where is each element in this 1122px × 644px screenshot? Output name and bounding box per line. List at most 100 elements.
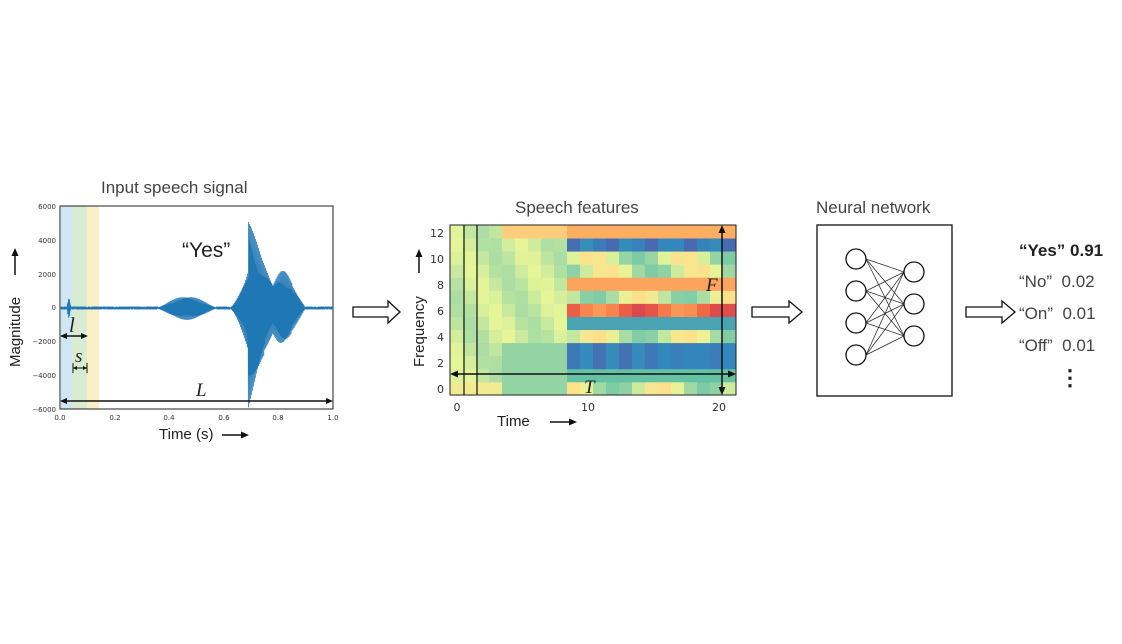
heatmap-cell bbox=[723, 290, 737, 304]
heatmap-cell bbox=[489, 277, 503, 291]
input-node bbox=[845, 344, 867, 366]
heatmap-cell bbox=[489, 329, 503, 344]
heatmap-cell bbox=[541, 303, 555, 317]
heatmap-cell bbox=[671, 225, 685, 239]
heatmap-cell bbox=[463, 316, 477, 331]
heatmap-cell bbox=[528, 368, 542, 383]
signal-length-dimension bbox=[60, 398, 333, 404]
heatmap-cell bbox=[619, 329, 633, 344]
heatmap-cell bbox=[697, 303, 711, 317]
heatmap-cell bbox=[580, 251, 594, 265]
network-edge bbox=[865, 258, 905, 273]
heatmap-cell bbox=[619, 368, 633, 383]
heatmap-cell bbox=[567, 225, 581, 239]
heatmap-cell bbox=[723, 264, 737, 278]
word-label: “Yes” bbox=[182, 239, 230, 262]
network-edge bbox=[865, 271, 905, 292]
heatmap-cell bbox=[567, 303, 581, 317]
heatmap-cell bbox=[645, 342, 659, 357]
heatmap-cell bbox=[632, 238, 646, 252]
heatmap-cell bbox=[580, 264, 594, 278]
heatmap-cell bbox=[697, 264, 711, 278]
heatmap-cell bbox=[450, 355, 464, 370]
heatmap-cell bbox=[515, 329, 529, 344]
heatmap-cell bbox=[645, 355, 659, 370]
ytick-12: 12 bbox=[430, 227, 444, 240]
heatmap-cell bbox=[593, 290, 607, 304]
heatmap-cell bbox=[658, 381, 672, 396]
heatmap-cell bbox=[710, 264, 724, 278]
heatmap-cell bbox=[463, 251, 477, 265]
heatmap-cell bbox=[593, 316, 607, 331]
heatmap-cell bbox=[541, 238, 555, 252]
xtick-0.4: 0.4 bbox=[163, 414, 175, 422]
network-edge bbox=[865, 303, 905, 356]
output-score: 0.01 bbox=[1062, 336, 1096, 355]
heatmap-cell bbox=[476, 225, 490, 239]
heatmap-cell bbox=[697, 277, 711, 291]
heatmap-cell bbox=[476, 303, 490, 317]
network-frame bbox=[816, 224, 953, 397]
heatmap-cell bbox=[541, 264, 555, 278]
heatmap-cell bbox=[619, 277, 633, 291]
heatmap-cell bbox=[580, 225, 594, 239]
heatmap-cell bbox=[684, 368, 698, 383]
heatmap-cell bbox=[684, 381, 698, 396]
heatmap-cell bbox=[502, 251, 516, 265]
heatmap-cell bbox=[684, 290, 698, 304]
output-node bbox=[903, 325, 925, 347]
input-node bbox=[845, 248, 867, 270]
heatmap-cell bbox=[463, 264, 477, 278]
network-edge bbox=[865, 335, 905, 356]
network-edge bbox=[865, 271, 905, 324]
heatmap-cell bbox=[528, 303, 542, 317]
heatmap-cell bbox=[697, 368, 711, 383]
ytick-8: 8 bbox=[437, 279, 444, 292]
heatmap-cell bbox=[541, 381, 555, 396]
heatmap-cell bbox=[671, 251, 685, 265]
heatmap-cell bbox=[515, 303, 529, 317]
heatmap-cell bbox=[450, 316, 464, 331]
heatmap-cell bbox=[632, 342, 646, 357]
ytick-4: 4 bbox=[437, 331, 444, 344]
heatmap-cell bbox=[541, 225, 555, 239]
xtick-0: 0 bbox=[454, 401, 461, 414]
heatmap-cell bbox=[619, 238, 633, 252]
waveform-title: Input speech signal bbox=[101, 178, 248, 197]
heatmap-cell bbox=[658, 238, 672, 252]
heatmap-cell bbox=[489, 238, 503, 252]
heatmap-cell bbox=[658, 225, 672, 239]
heatmap-cell bbox=[554, 277, 568, 291]
heatmap-cell bbox=[697, 238, 711, 252]
heatmap-cell bbox=[515, 342, 529, 357]
heatmap-cell bbox=[528, 381, 542, 396]
heatmap-cell bbox=[580, 368, 594, 383]
heatmap-cell bbox=[723, 225, 737, 239]
heatmap-cell bbox=[632, 355, 646, 370]
heatmap-cell bbox=[580, 277, 594, 291]
more-outputs-icon: ⋮ bbox=[1059, 365, 1081, 390]
heatmap-cell bbox=[528, 290, 542, 304]
heatmap-cell bbox=[489, 381, 503, 396]
heatmap-cell bbox=[476, 355, 490, 370]
heatmap-cell bbox=[645, 329, 659, 344]
heatmap-cell bbox=[463, 277, 477, 291]
heatmap-cell bbox=[697, 355, 711, 370]
heatmap-cell bbox=[658, 329, 672, 344]
heatmap-cell bbox=[710, 329, 724, 344]
heatmap-cell bbox=[528, 251, 542, 265]
xtick-0.0: 0.0 bbox=[54, 414, 65, 422]
heatmap-cell bbox=[593, 303, 607, 317]
ytick-10: 10 bbox=[430, 253, 444, 266]
heatmap-cell bbox=[658, 264, 672, 278]
heatmap-cell bbox=[671, 316, 685, 331]
output-word: “On” bbox=[1019, 304, 1053, 323]
heatmap-cell bbox=[541, 329, 555, 344]
features-title: Speech features bbox=[515, 198, 639, 217]
heatmap-cell bbox=[580, 316, 594, 331]
xtick-1.0: 1.0 bbox=[327, 414, 338, 422]
heatmap-cell bbox=[632, 264, 646, 278]
heatmap-cell bbox=[671, 342, 685, 357]
heatmap-cell bbox=[619, 264, 633, 278]
heatmap-cell bbox=[515, 355, 529, 370]
